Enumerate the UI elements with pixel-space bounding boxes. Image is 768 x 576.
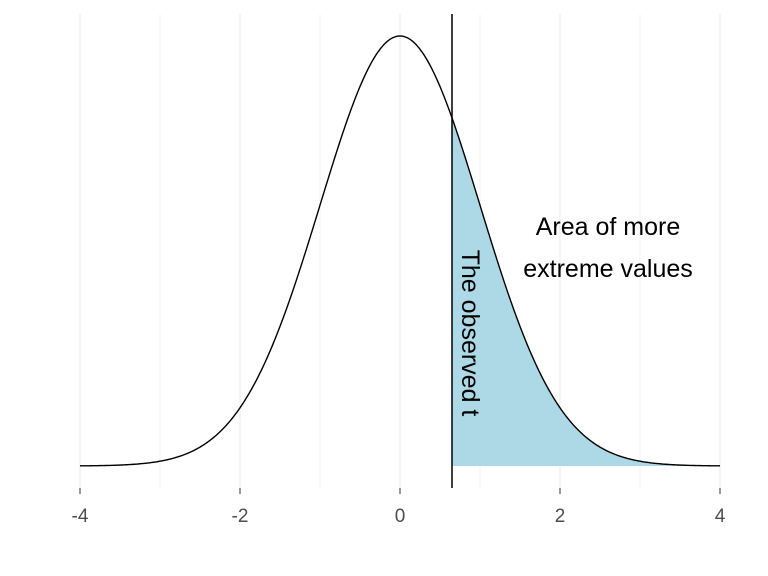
- area-label-line1: Area of more: [536, 213, 681, 241]
- x-tick-label: -2: [232, 506, 249, 527]
- density-curve: [79, 35, 721, 467]
- x-tick-label: -4: [72, 506, 89, 527]
- x-tick-label: 4: [715, 506, 726, 527]
- grid-lines: [79, 14, 721, 488]
- observed-t-label: The observed t: [456, 250, 484, 417]
- x-axis-ticks: -4 -2 0 2 4: [72, 488, 726, 527]
- extreme-area-fill: [452, 117, 720, 466]
- area-label-line2: extreme values: [523, 255, 693, 283]
- x-tick-label: 0: [395, 506, 406, 527]
- x-tick-label: 2: [555, 506, 566, 527]
